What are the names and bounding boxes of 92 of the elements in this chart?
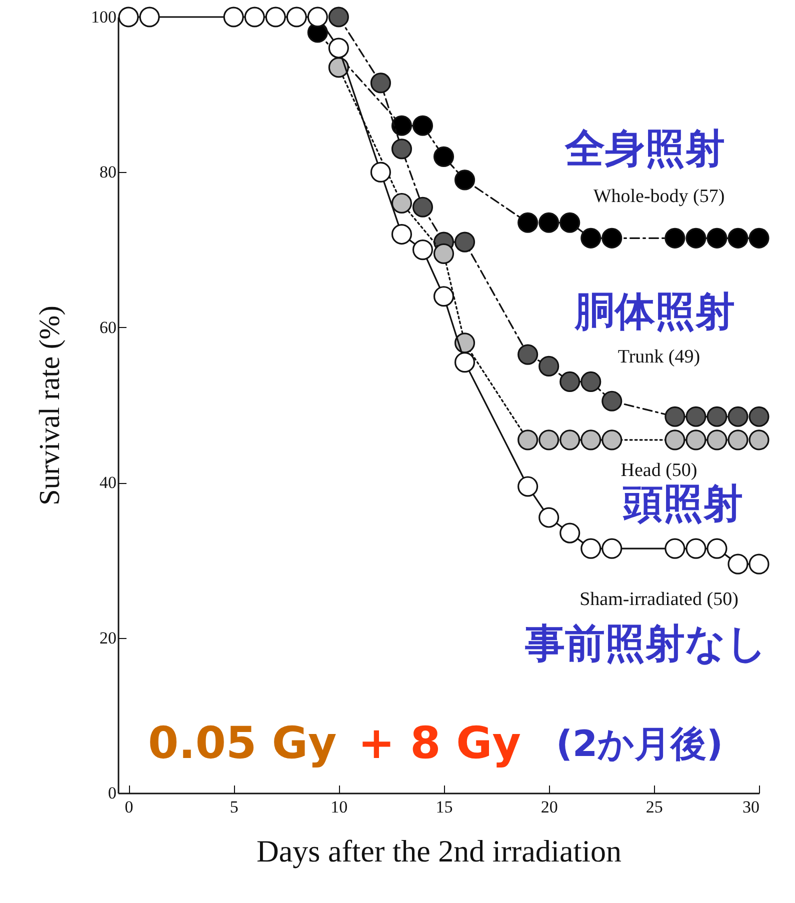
point [580, 430, 602, 450]
y-tick-label: 60 [100, 318, 116, 337]
point [265, 6, 286, 28]
point [307, 6, 328, 28]
point [706, 406, 728, 427]
point [518, 476, 538, 497]
point [139, 6, 160, 28]
point [328, 38, 349, 58]
x-axis-title: Days after the 2nd irradiation [256, 834, 622, 868]
point [686, 538, 706, 559]
point [706, 228, 728, 248]
point [244, 6, 265, 28]
point [560, 522, 580, 544]
point [664, 228, 686, 248]
y-tick-label: 20 [100, 628, 116, 648]
point [748, 430, 770, 450]
point [286, 6, 307, 28]
series-label: Sham-irradiated (50) [580, 589, 738, 610]
point [664, 406, 686, 427]
point [370, 162, 391, 182]
x-tick-label: 0 [124, 798, 134, 816]
point [518, 212, 538, 233]
point [433, 243, 454, 264]
x-tick-label: 10 [330, 798, 348, 816]
point [518, 430, 538, 450]
y-tick-label: 80 [100, 162, 116, 182]
x-tick-label: 30 [742, 798, 760, 816]
point [748, 228, 770, 248]
point [580, 371, 602, 392]
point [748, 554, 770, 574]
point [728, 406, 748, 427]
point [391, 224, 412, 245]
point [706, 430, 728, 450]
point [560, 212, 580, 233]
point [518, 344, 538, 365]
annotation: (2か月後) [556, 724, 723, 765]
point [728, 430, 748, 450]
point [391, 192, 412, 214]
point [664, 430, 686, 450]
point [328, 6, 349, 28]
point [580, 538, 602, 559]
point [412, 240, 434, 260]
point [706, 538, 728, 559]
point [602, 430, 622, 450]
point [728, 228, 748, 248]
point [538, 507, 560, 528]
point [580, 228, 602, 248]
y-tick-label: 0 [108, 784, 116, 802]
y-axis-title: Survival rate (%) [34, 306, 66, 506]
point [602, 228, 622, 248]
x-tick-label: 20 [540, 798, 558, 816]
series-label: Whole-body (57) [593, 186, 725, 208]
annotation: 胴体照射 [574, 289, 735, 335]
point [454, 352, 476, 373]
y-tick-label: 100 [91, 8, 116, 26]
annotation: 事前照射なし [524, 621, 767, 667]
x-tick-label: 5 [230, 798, 238, 816]
point [560, 371, 580, 392]
point [664, 538, 686, 559]
point [748, 406, 770, 427]
y-tick-label: 40 [100, 473, 116, 492]
point [370, 72, 391, 94]
annotation: 0.05 Gy [148, 718, 337, 769]
point [686, 430, 706, 450]
point [602, 538, 622, 559]
point [454, 232, 476, 252]
point [560, 430, 580, 450]
point [538, 430, 560, 450]
point [538, 356, 560, 376]
annotation: 頭照射 [622, 481, 743, 527]
point [454, 170, 476, 190]
annotation: + 8 Gy [358, 718, 521, 769]
point [118, 6, 139, 28]
x-tick-label: 25 [646, 798, 663, 816]
point [686, 406, 706, 427]
point [454, 332, 476, 354]
annotation: 全身照射 [564, 126, 725, 172]
series-label: Trunk (49) [618, 346, 700, 368]
point [391, 138, 412, 160]
point [686, 228, 706, 248]
point [412, 115, 434, 136]
series-label: Head (50) [620, 460, 698, 481]
point [728, 554, 748, 574]
point [433, 146, 454, 167]
x-tick-label: 15 [436, 798, 453, 816]
point [223, 6, 244, 28]
point [412, 196, 434, 218]
point [433, 286, 454, 307]
point [391, 115, 412, 136]
point [602, 390, 622, 412]
point [538, 212, 560, 233]
point [328, 57, 349, 78]
